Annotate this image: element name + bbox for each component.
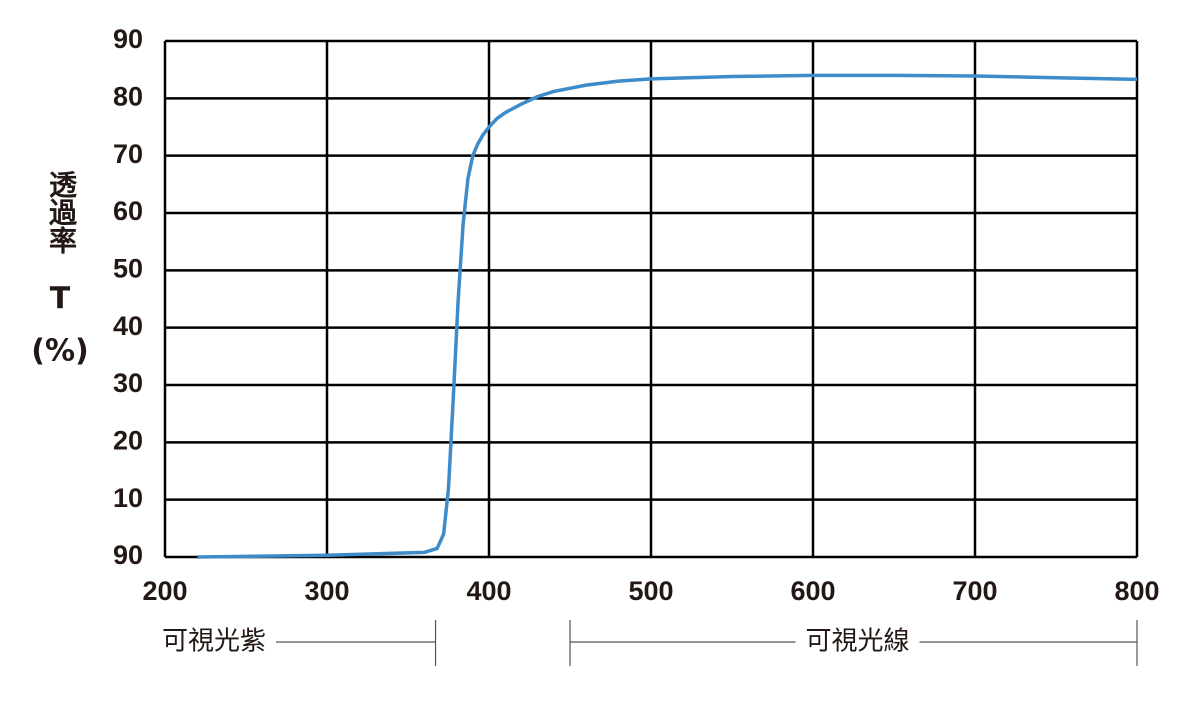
y-tick-label: 80 <box>113 81 143 111</box>
y-axis-label: (%) <box>31 334 88 369</box>
x-tick-label: 400 <box>466 576 511 606</box>
series-line <box>197 73 1138 559</box>
x-tick-label: 500 <box>628 576 673 606</box>
y-tick-label: 40 <box>113 311 143 341</box>
x-tick-label: 300 <box>304 576 349 606</box>
y-tick-label: 50 <box>113 253 143 283</box>
x-tick-label: 600 <box>790 576 835 606</box>
y-tick-label: 30 <box>113 368 143 398</box>
y-tick-label: 90 <box>113 24 143 54</box>
y-tick-label: 90 <box>113 540 143 570</box>
y-tick-label: 10 <box>113 483 143 513</box>
y-tick-label: 60 <box>113 196 143 226</box>
x-tick-label: 200 <box>142 576 187 606</box>
region-label: 可視光線 <box>805 627 909 657</box>
x-tick-label: 700 <box>952 576 997 606</box>
y-tick-label: 70 <box>113 139 143 169</box>
y-axis-label: 透過率 <box>45 170 78 254</box>
x-tick-label: 800 <box>1114 576 1159 606</box>
region-label: 可視光紫 <box>162 627 266 657</box>
y-axis-label: T <box>50 282 71 317</box>
y-tick-label: 20 <box>113 425 143 455</box>
